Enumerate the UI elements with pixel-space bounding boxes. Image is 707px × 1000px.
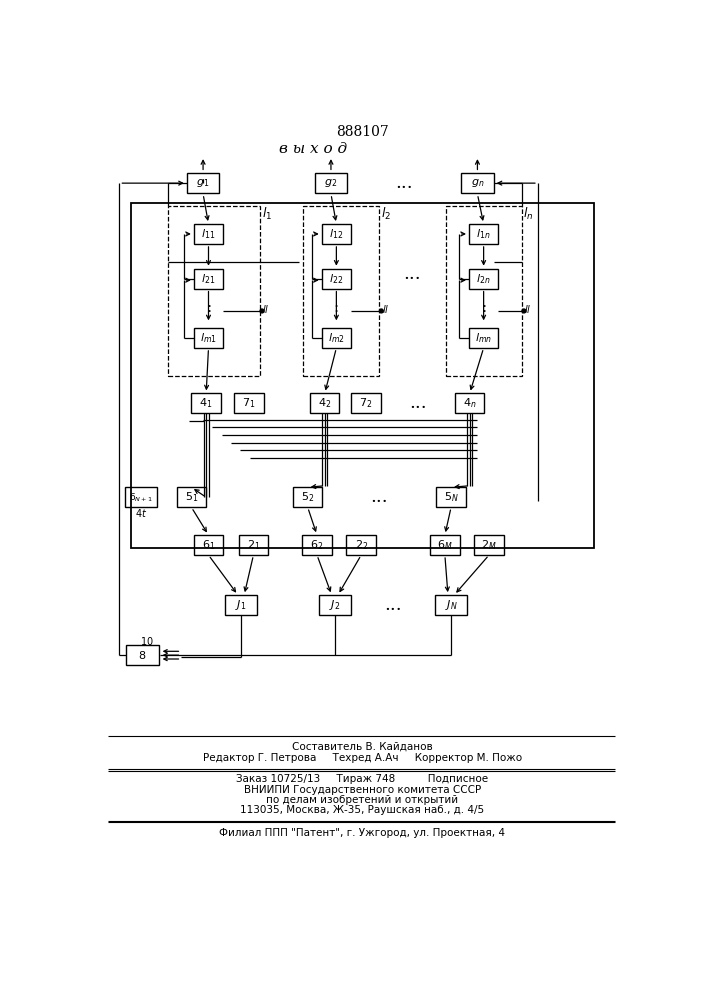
Bar: [445, 206, 522, 376]
Bar: [436, 487, 466, 507]
Bar: [346, 535, 376, 555]
Text: Филиал ППП "Патент", г. Ужгород, ул. Проектная, 4: Филиал ППП "Патент", г. Ужгород, ул. Про…: [219, 828, 506, 838]
Text: Заказ 10725/13     Тираж 748          Подписное: Заказ 10725/13 Тираж 748 Подписное: [236, 774, 489, 784]
Text: $2_2$: $2_2$: [354, 538, 368, 552]
Bar: [131, 203, 595, 548]
Text: $10$: $10$: [141, 635, 154, 647]
Text: $2_M$: $2_M$: [481, 538, 497, 552]
Text: Составитель В. Кайданов: Составитель В. Кайданов: [292, 742, 433, 752]
Bar: [310, 393, 339, 413]
Text: $l_{11}$: $l_{11}$: [201, 227, 216, 241]
Text: 113035, Москва, Ж-35, Раушская наб., д. 4/5: 113035, Москва, Ж-35, Раушская наб., д. …: [240, 805, 484, 815]
Text: $ll$: $ll$: [382, 303, 389, 315]
Text: $l_{21}$: $l_{21}$: [201, 272, 216, 286]
Bar: [194, 269, 223, 289]
Text: $g_2$: $g_2$: [325, 177, 337, 189]
Text: $J_N$: $J_N$: [445, 598, 457, 612]
Text: $l_{mn}$: $l_{mn}$: [475, 331, 492, 345]
Text: $l_{1n}$: $l_{1n}$: [477, 227, 491, 241]
Bar: [225, 595, 257, 615]
Text: $8$: $8$: [139, 649, 147, 661]
Text: по делам изобретений и открытий: по делам изобретений и открытий: [267, 795, 458, 805]
Text: ...: ...: [370, 488, 388, 506]
Bar: [474, 535, 504, 555]
Bar: [322, 224, 351, 244]
Text: ВНИИПИ Государственного комитета СССР: ВНИИПИ Государственного комитета СССР: [244, 785, 481, 795]
Bar: [469, 269, 498, 289]
Text: $6_M$: $6_M$: [437, 538, 452, 552]
Text: $l_1$: $l_1$: [262, 206, 271, 222]
Text: $l_{m2}$: $l_{m2}$: [328, 331, 345, 345]
Bar: [192, 393, 221, 413]
Text: $5_N$: $5_N$: [444, 490, 458, 504]
Bar: [469, 224, 498, 244]
Text: $l_2$: $l_2$: [381, 206, 391, 222]
Text: $5_2$: $5_2$: [301, 490, 315, 504]
Bar: [315, 173, 347, 193]
Bar: [239, 535, 268, 555]
Text: $6_2$: $6_2$: [310, 538, 324, 552]
Text: $l_{2n}$: $l_{2n}$: [477, 272, 491, 286]
Text: $l_{22}$: $l_{22}$: [329, 272, 344, 286]
Text: $l_{12}$: $l_{12}$: [329, 227, 344, 241]
Text: :: :: [481, 301, 486, 315]
Bar: [461, 173, 493, 193]
Circle shape: [380, 309, 383, 313]
Bar: [469, 328, 498, 348]
Text: $ll$: $ll$: [524, 303, 532, 315]
Text: $ll$: $ll$: [262, 303, 269, 315]
Bar: [303, 206, 379, 376]
Text: :: :: [334, 301, 339, 315]
Circle shape: [522, 309, 526, 313]
Circle shape: [260, 309, 264, 313]
Bar: [322, 328, 351, 348]
Text: :: :: [206, 301, 211, 315]
Text: $J_1$: $J_1$: [235, 598, 247, 612]
Text: в ы х о д: в ы х о д: [279, 142, 347, 156]
Bar: [125, 487, 158, 507]
Bar: [168, 206, 259, 376]
Bar: [194, 224, 223, 244]
Text: 888107: 888107: [336, 125, 389, 139]
Text: $6_1$: $6_1$: [201, 538, 215, 552]
Bar: [234, 393, 264, 413]
Text: $5_1$: $5_1$: [185, 490, 198, 504]
Bar: [177, 487, 206, 507]
Text: $l_{m1}$: $l_{m1}$: [200, 331, 217, 345]
Text: $l_n$: $l_n$: [523, 206, 534, 222]
Text: ...: ...: [384, 596, 402, 614]
Text: $4_1$: $4_1$: [199, 396, 213, 410]
Text: $7_1$: $7_1$: [242, 396, 255, 410]
Bar: [187, 173, 219, 193]
Text: ...: ...: [409, 394, 426, 412]
Text: $4_n$: $4_n$: [463, 396, 477, 410]
Bar: [194, 328, 223, 348]
Bar: [194, 535, 223, 555]
Text: Редактор Г. Петрова     Техред А.Ач     Корректор М. Пожо: Редактор Г. Петрова Техред А.Ач Корректо…: [203, 753, 522, 763]
Text: $g_1$: $g_1$: [197, 177, 210, 189]
Text: $6_{N+1}$: $6_{N+1}$: [129, 491, 153, 504]
Bar: [293, 487, 322, 507]
Bar: [127, 645, 159, 665]
Text: $4t$: $4t$: [135, 507, 147, 519]
Bar: [303, 535, 332, 555]
Bar: [322, 269, 351, 289]
Text: $4_2$: $4_2$: [318, 396, 332, 410]
Bar: [430, 535, 460, 555]
Text: $J_2$: $J_2$: [329, 598, 341, 612]
Bar: [351, 393, 380, 413]
Text: $g_n$: $g_n$: [471, 177, 484, 189]
Text: $7_2$: $7_2$: [359, 396, 373, 410]
Bar: [435, 595, 467, 615]
Bar: [319, 595, 351, 615]
Text: ...: ...: [404, 265, 421, 283]
Bar: [455, 393, 484, 413]
Text: ...: ...: [395, 174, 413, 192]
Text: $2_1$: $2_1$: [247, 538, 260, 552]
